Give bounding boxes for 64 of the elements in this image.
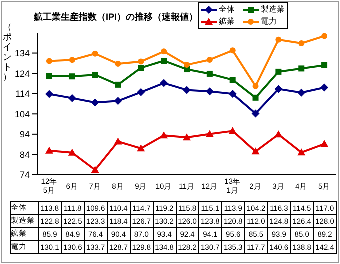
point — [160, 132, 168, 139]
point — [276, 36, 282, 43]
legend-label: 製造業 — [261, 4, 285, 15]
point — [91, 166, 100, 174]
point — [252, 148, 260, 155]
point — [183, 86, 191, 94]
point — [206, 130, 214, 138]
point — [45, 146, 54, 154]
point — [274, 130, 283, 138]
point — [206, 70, 213, 77]
y-tick-label: 74 — [20, 170, 30, 180]
point — [276, 68, 282, 75]
legend-label: 鉱業 — [219, 16, 235, 27]
point — [138, 58, 144, 65]
point — [252, 83, 259, 90]
point — [91, 98, 100, 107]
y-tick-label: 104 — [14, 109, 30, 120]
point — [228, 127, 237, 134]
y-tick-label: 94 — [20, 130, 30, 140]
point — [68, 94, 76, 102]
point — [206, 88, 214, 96]
point — [69, 57, 76, 64]
point — [69, 74, 76, 80]
point — [68, 148, 76, 156]
point — [320, 140, 329, 148]
point — [298, 40, 305, 47]
point — [274, 85, 283, 94]
point — [45, 90, 54, 98]
point — [115, 82, 122, 88]
point — [114, 138, 122, 145]
point — [115, 61, 122, 68]
point — [298, 66, 305, 72]
point — [320, 84, 329, 92]
point — [322, 33, 328, 40]
point — [46, 73, 52, 80]
point — [298, 148, 306, 156]
point — [230, 48, 236, 54]
point — [298, 88, 306, 97]
point — [137, 144, 146, 152]
y-tick-label: 114 — [16, 89, 30, 100]
point — [92, 50, 98, 57]
chart-title: 鉱工業生産指数（IPI）の推移（速報値） — [34, 11, 198, 24]
point — [92, 72, 98, 78]
point — [161, 48, 168, 55]
point — [230, 77, 236, 84]
point — [252, 94, 259, 101]
point — [322, 62, 328, 68]
y-tick-label: 134 — [14, 48, 30, 58]
point — [137, 88, 146, 96]
point — [46, 58, 52, 64]
y-tick-label: 124 — [14, 68, 30, 79]
point — [228, 90, 237, 98]
legend-label: 電力 — [261, 16, 277, 27]
y-tick-label: 84 — [20, 150, 30, 160]
point — [114, 97, 122, 106]
point — [161, 58, 168, 64]
y-axis-title: （ポイント） — [2, 22, 13, 82]
point — [138, 65, 144, 72]
point — [183, 134, 191, 141]
point — [184, 62, 190, 68]
point — [160, 79, 168, 88]
point — [206, 56, 213, 63]
point — [252, 110, 260, 118]
legend-label: 全体 — [219, 4, 235, 15]
